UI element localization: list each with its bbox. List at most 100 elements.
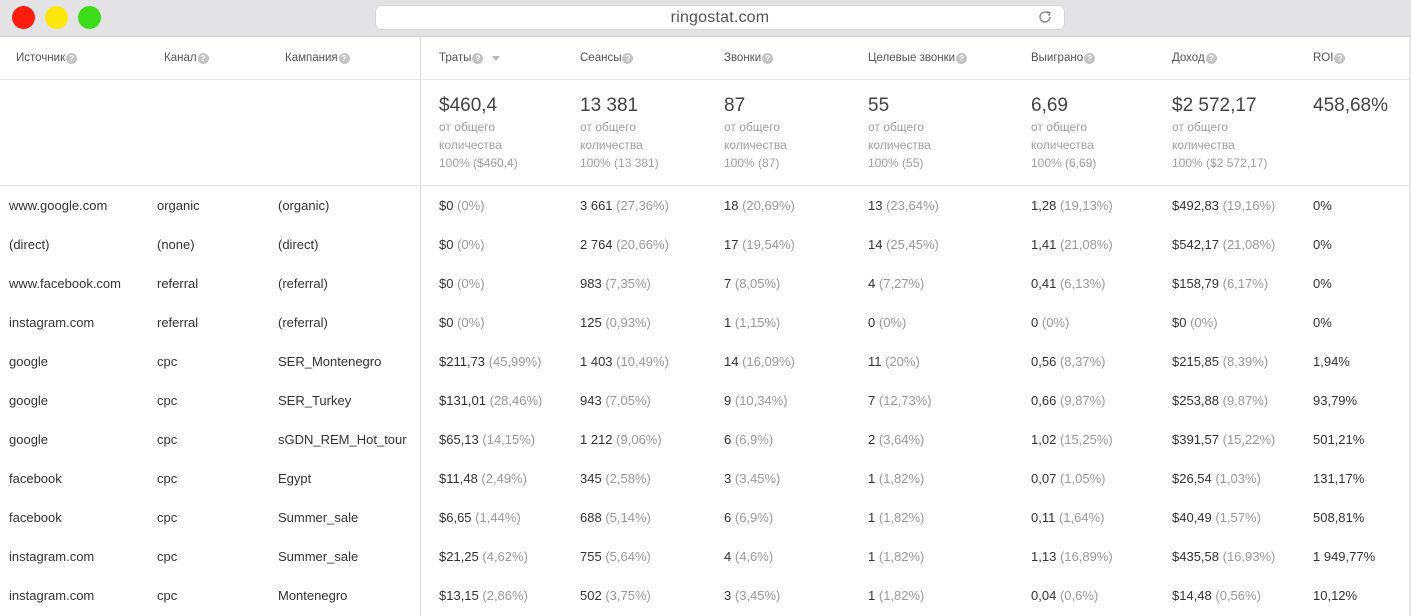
cell-value: 1 xyxy=(868,549,876,564)
dimensions-header: Источник? Канал? Кампания? xyxy=(0,37,420,80)
cell-sessions: 943 (7,05%) xyxy=(580,393,651,408)
cell-value: 1 xyxy=(868,588,876,603)
cell-share: (1,82%) xyxy=(878,588,925,603)
table-row[interactable]: $21,25 (4,62%) 755 (5,64%) 4 (4,6%) 1 (1,82… xyxy=(422,537,1411,576)
cell-roi: 0% xyxy=(1313,315,1332,330)
table-row[interactable]: $211,73 (45,99%) 1 403 (10,49%) 14 (16,09%… xyxy=(422,342,1411,381)
cell-share: (19,54%) xyxy=(742,237,795,252)
help-icon[interactable]: ? xyxy=(1084,52,1096,64)
cell-share: (45,99%) xyxy=(488,354,542,369)
help-icon[interactable]: ? xyxy=(472,52,484,64)
table-row[interactable]: $65,13 (14,15%) 1 212 (9,06%) 6 (6,9%) 2 (3… xyxy=(422,420,1411,459)
column-header-target-calls[interactable]: Целевые звонки? xyxy=(868,52,968,64)
cell-source: google xyxy=(9,393,49,408)
help-icon[interactable]: ? xyxy=(338,52,350,64)
cell-calls: 9 (10,34%) xyxy=(724,393,788,408)
table-row[interactable]: instagram.com cpc Summer_sale xyxy=(0,537,420,576)
help-icon[interactable]: ? xyxy=(762,52,774,64)
cell-share: (0,6%) xyxy=(1059,588,1099,603)
total-share-text: количества xyxy=(439,138,502,152)
address-bar[interactable]: ringostat.com xyxy=(376,6,1064,29)
scrollbar-track[interactable] xyxy=(1409,37,1411,616)
column-header-won[interactable]: Выиграно? xyxy=(1031,52,1096,64)
cell-calls: 3 (3,45%) xyxy=(724,588,780,603)
column-header-source[interactable]: Источник? xyxy=(16,52,78,64)
cell-value: 6 xyxy=(724,510,732,525)
table-row[interactable]: $11,48 (2,49%) 345 (2,58%) 3 (3,45%) 1 (1,8… xyxy=(422,459,1411,498)
cell-value: 501,21% xyxy=(1313,432,1365,447)
reload-icon[interactable] xyxy=(1037,9,1053,25)
cell-campaign: Summer_sale xyxy=(278,510,359,525)
cell-target-calls: 2 (3,64%) xyxy=(868,432,924,447)
cell-roi: 1 949,77% xyxy=(1313,549,1375,564)
cell-value: 0 xyxy=(868,315,876,330)
column-header-campaign[interactable]: Кампания? xyxy=(285,52,350,64)
help-icon[interactable]: ? xyxy=(622,52,634,64)
cell-value: $492,83 xyxy=(1172,198,1219,213)
cell-revenue: $391,57 (15,22%) xyxy=(1172,432,1275,447)
cell-share: (0%) xyxy=(457,237,485,252)
column-label: Траты xyxy=(439,52,472,64)
cell-share: (4,6%) xyxy=(734,549,774,564)
table-row[interactable]: (direct) (none) (direct) xyxy=(0,225,420,264)
table-row[interactable]: $0 (0%) 3 661 (27,36%) 18 (20,69%) 13 (23,6… xyxy=(422,186,1411,225)
table-row[interactable]: www.facebook.com referral (referral) xyxy=(0,264,420,303)
table-row[interactable]: $6,65 (1,44%) 688 (5,14%) 6 (6,9%) 1 (1,82%… xyxy=(422,498,1411,537)
cell-share: (10,34%) xyxy=(734,393,788,408)
cell-value: 2 764 xyxy=(580,237,613,252)
table-row[interactable]: www.google.com organic (organic) xyxy=(0,186,420,225)
cell-source: www.facebook.com xyxy=(9,276,121,291)
cell-share: (3,45%) xyxy=(734,588,781,603)
column-label: Целевые звонки xyxy=(868,52,956,64)
help-icon[interactable]: ? xyxy=(1205,52,1217,64)
cell-source: instagram.com xyxy=(9,315,95,330)
table-row[interactable]: google cpc sGDN_REM_Hot_tour xyxy=(0,420,420,459)
table-row[interactable]: google cpc SER_Turkey xyxy=(0,381,420,420)
cell-won: 1,41 (21,08%) xyxy=(1031,237,1113,252)
help-icon[interactable]: ? xyxy=(66,52,78,64)
cell-value: $14,48 xyxy=(1172,588,1212,603)
cell-target-calls: 1 (1,82%) xyxy=(868,471,924,486)
column-header-calls[interactable]: Звонки? xyxy=(724,52,774,64)
cell-value: $13,15 xyxy=(439,588,479,603)
cell-share: (3,75%) xyxy=(605,588,651,603)
sort-desc-icon[interactable] xyxy=(492,55,501,61)
table-row[interactable]: facebook cpc Egypt xyxy=(0,459,420,498)
help-icon[interactable]: ? xyxy=(956,52,968,64)
help-icon[interactable]: ? xyxy=(197,52,209,64)
cell-share: (0%) xyxy=(878,315,907,330)
cell-share: (1,82%) xyxy=(878,549,925,564)
column-header-spend[interactable]: Траты? xyxy=(439,52,501,64)
table-row[interactable]: instagram.com cpc Montenegro xyxy=(0,576,420,615)
close-window-button[interactable] xyxy=(12,6,35,29)
cell-value: 1 xyxy=(724,315,732,330)
maximize-window-button[interactable] xyxy=(78,6,101,29)
cell-calls: 4 (4,6%) xyxy=(724,549,773,564)
column-header-revenue[interactable]: Доход? xyxy=(1172,52,1217,64)
table-row[interactable]: instagram.com referral (referral) xyxy=(0,303,420,342)
cell-value: 1 403 xyxy=(580,354,613,369)
total-share-text: 100% (13 381) xyxy=(580,156,659,170)
cell-sessions: 1 212 (9,06%) xyxy=(580,432,662,447)
cell-won: 0,56 (8,37%) xyxy=(1031,354,1105,369)
minimize-window-button[interactable] xyxy=(45,6,68,29)
column-header-roi[interactable]: ROI? xyxy=(1313,52,1346,64)
cell-value: 125 xyxy=(580,315,602,330)
total-target-calls: 55 от общего количества 100% (55) xyxy=(868,94,1004,172)
cell-value: 3 661 xyxy=(580,198,613,213)
column-header-sessions[interactable]: Сеансы? xyxy=(580,52,634,64)
column-header-channel[interactable]: Канал? xyxy=(164,52,209,64)
help-icon[interactable]: ? xyxy=(1334,52,1346,64)
cell-sessions: 125 (0,93%) xyxy=(580,315,651,330)
table-row[interactable]: $0 (0%) 125 (0,93%) 1 (1,15%) 0 (0%) 0 (0%) $… xyxy=(422,303,1411,342)
table-row[interactable]: $131,01 (28,46%) 943 (7,05%) 9 (10,34%) 7 (… xyxy=(422,381,1411,420)
table-row[interactable]: $0 (0%) 983 (7,35%) 7 (8,05%) 4 (7,27%) 0,41… xyxy=(422,264,1411,303)
cell-share: (0%) xyxy=(457,276,485,291)
cell-share: (8,05%) xyxy=(734,276,781,291)
cell-source: facebook xyxy=(9,471,62,486)
table-row[interactable]: facebook cpc Summer_sale xyxy=(0,498,420,537)
table-row[interactable]: $13,15 (2,86%) 502 (3,75%) 3 (3,45%) 1 (1,8… xyxy=(422,576,1411,615)
table-row[interactable]: google cpc SER_Montenegro xyxy=(0,342,420,381)
cell-share: (0%) xyxy=(1041,315,1070,330)
table-row[interactable]: $0 (0%) 2 764 (20,66%) 17 (19,54%) 14 (25,4… xyxy=(422,225,1411,264)
